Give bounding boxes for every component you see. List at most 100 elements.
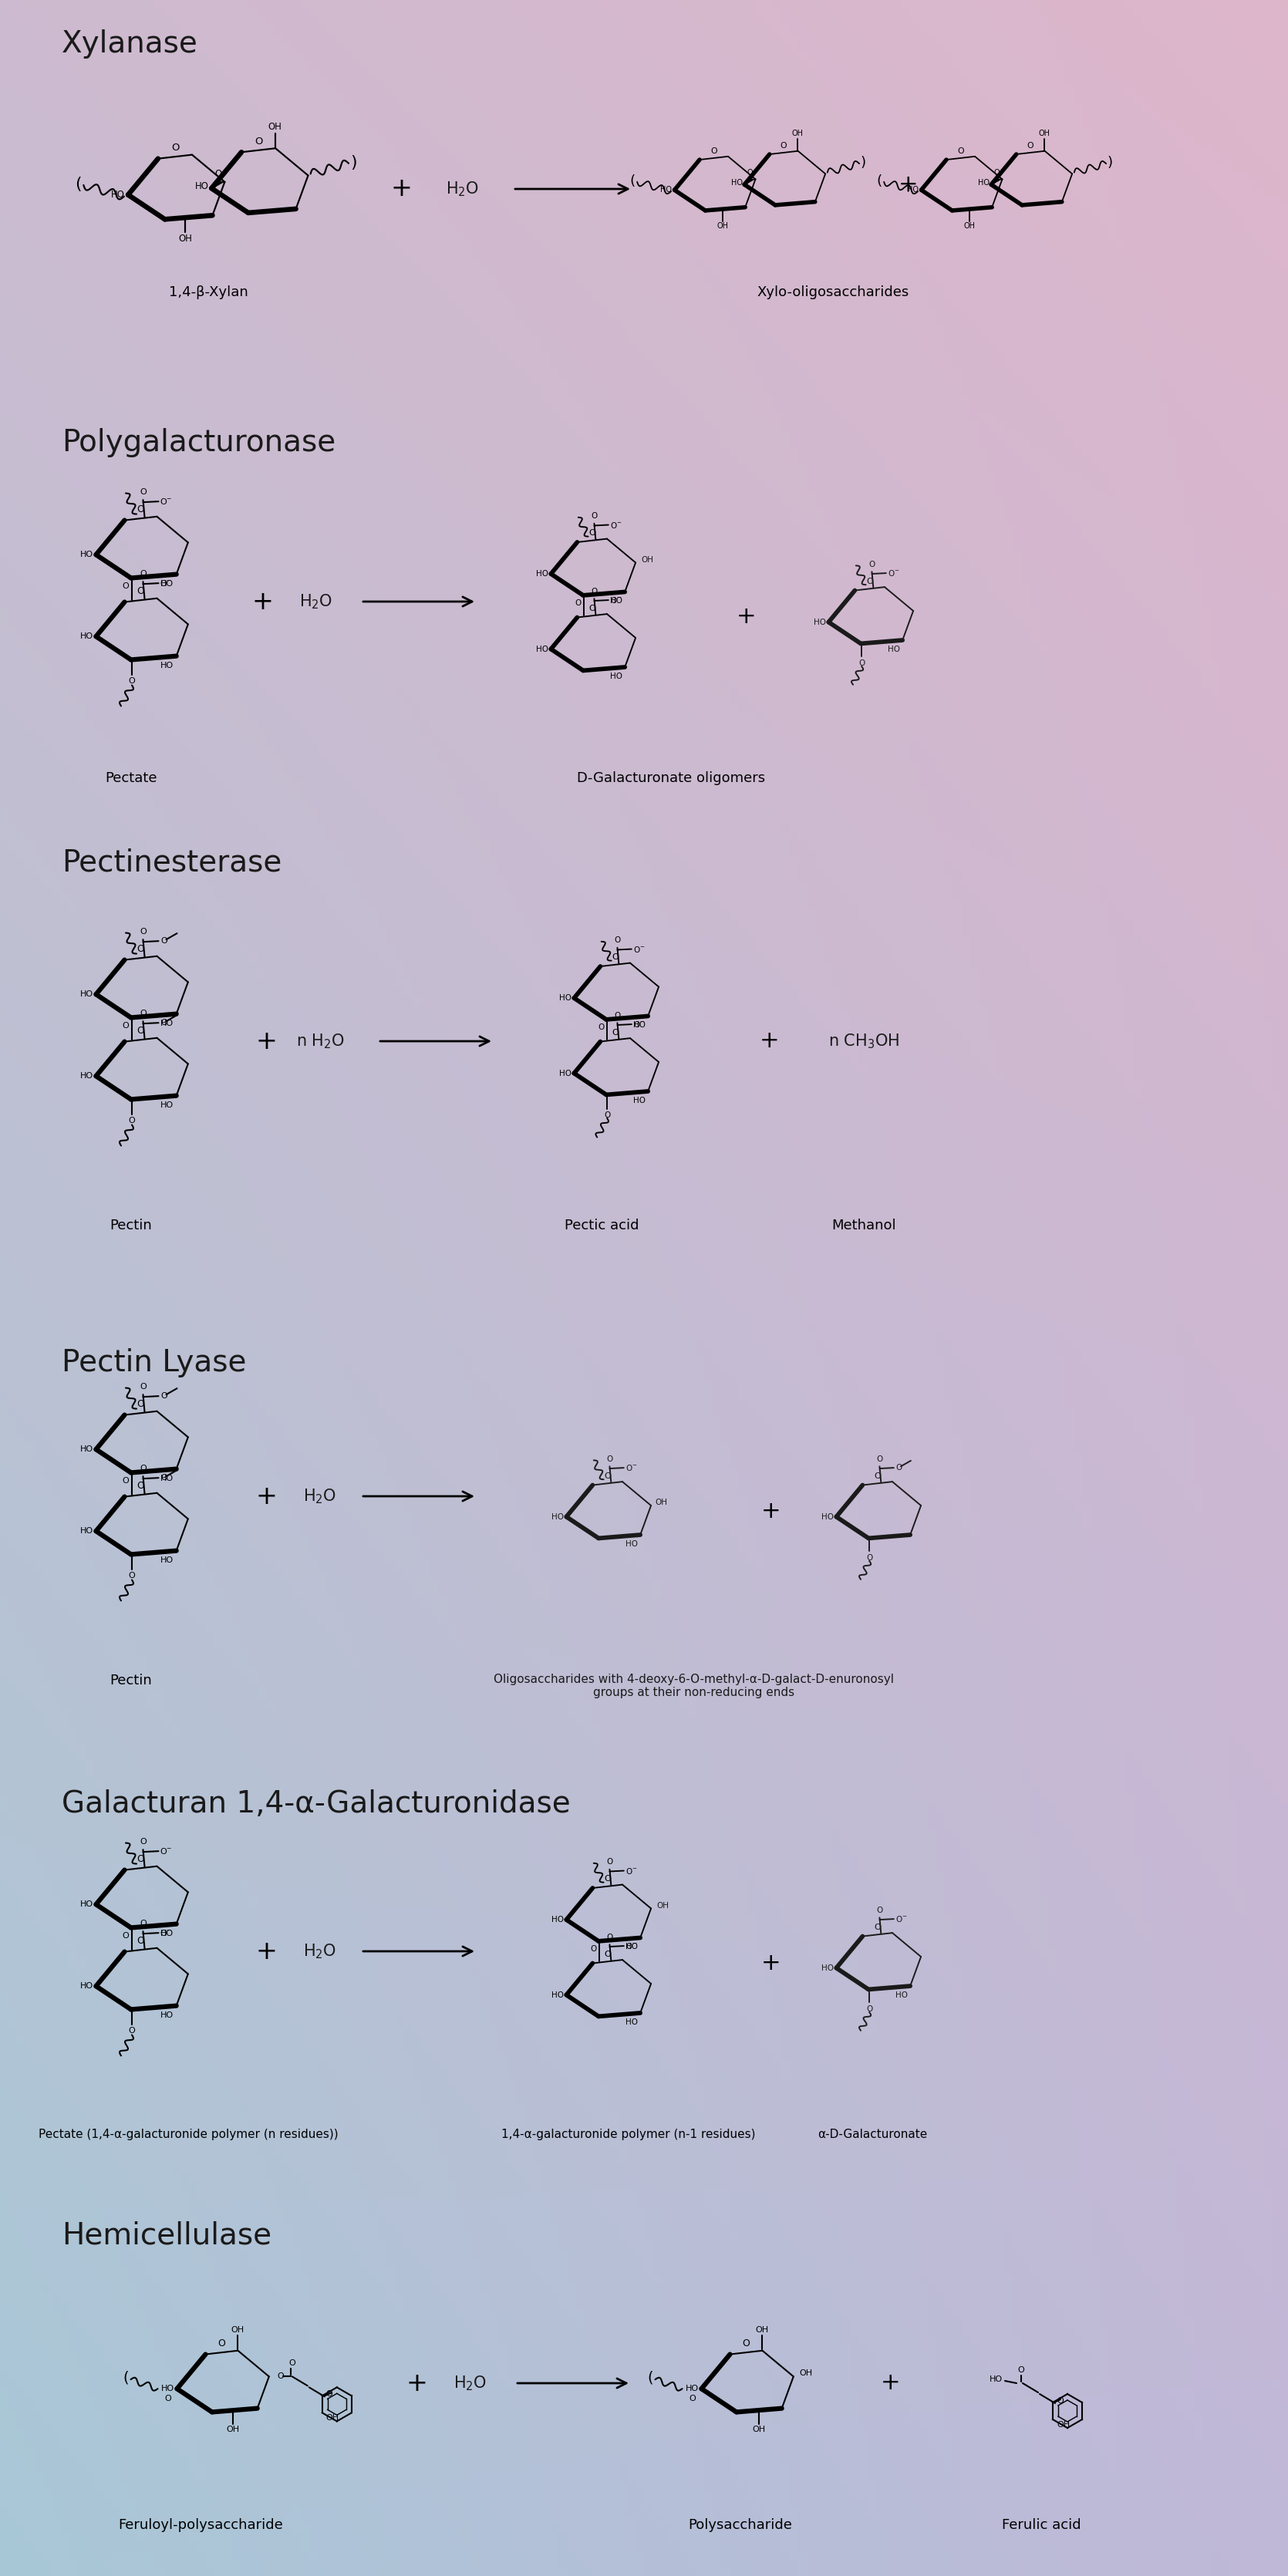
Text: (: ( bbox=[647, 2370, 653, 2385]
Text: O: O bbox=[957, 147, 963, 155]
Text: O: O bbox=[994, 170, 999, 178]
Text: O: O bbox=[122, 582, 129, 590]
Text: D-Galacturonate oligomers: D-Galacturonate oligomers bbox=[577, 770, 765, 786]
Text: H$_2$O: H$_2$O bbox=[453, 2375, 487, 2393]
Text: O: O bbox=[122, 1023, 129, 1030]
Text: O: O bbox=[1028, 142, 1034, 149]
Text: HO: HO bbox=[661, 185, 672, 193]
Text: HO: HO bbox=[626, 2017, 638, 2025]
Text: HO: HO bbox=[559, 1069, 572, 1077]
Text: O: O bbox=[165, 2396, 171, 2403]
Text: O: O bbox=[868, 562, 875, 569]
Text: O: O bbox=[137, 1481, 144, 1492]
Text: Pectate (1,4-α-galacturonide polymer (n residues)): Pectate (1,4-α-galacturonide polymer (n … bbox=[39, 2128, 339, 2141]
Text: HO: HO bbox=[161, 1556, 174, 1564]
Text: O: O bbox=[171, 142, 179, 152]
Text: O: O bbox=[277, 2372, 285, 2380]
Text: OH: OH bbox=[657, 1901, 668, 1909]
Text: HO: HO bbox=[559, 994, 572, 1002]
Text: O: O bbox=[326, 2391, 332, 2398]
Text: H$_2$O: H$_2$O bbox=[304, 1942, 336, 1960]
Text: HO: HO bbox=[536, 644, 549, 652]
Text: Pectin: Pectin bbox=[109, 1218, 152, 1231]
Text: OH: OH bbox=[641, 556, 653, 564]
Text: α-D-Galacturonate: α-D-Galacturonate bbox=[818, 2128, 927, 2141]
Text: O: O bbox=[574, 600, 581, 608]
Text: O: O bbox=[589, 528, 595, 536]
Text: O: O bbox=[139, 569, 147, 577]
Text: HO: HO bbox=[161, 2012, 174, 2020]
Text: HO: HO bbox=[196, 180, 209, 191]
Text: O: O bbox=[289, 2360, 295, 2367]
Text: HO: HO bbox=[161, 1103, 174, 1110]
Text: Polysaccharide: Polysaccharide bbox=[688, 2519, 792, 2532]
Text: HO: HO bbox=[80, 1528, 93, 1535]
Text: (: ( bbox=[630, 175, 635, 188]
Text: HO: HO bbox=[80, 551, 93, 559]
Text: Oligosaccharides with 4-deoxy-6-O-methyl-α-D-galact-D-enuronosyl
groups at their: Oligosaccharides with 4-deoxy-6-O-methyl… bbox=[495, 1674, 894, 1698]
Text: O: O bbox=[598, 1023, 604, 1030]
Text: ): ) bbox=[350, 155, 357, 170]
Text: OH: OH bbox=[752, 2427, 766, 2434]
Text: O$^{-}$: O$^{-}$ bbox=[887, 569, 899, 577]
Text: O: O bbox=[876, 1455, 882, 1463]
Text: OH: OH bbox=[1056, 2421, 1070, 2429]
Text: +: + bbox=[881, 2372, 900, 2393]
Text: O: O bbox=[612, 953, 618, 961]
Text: OH: OH bbox=[963, 222, 975, 229]
Text: HO: HO bbox=[989, 2375, 1002, 2383]
Text: +: + bbox=[251, 590, 273, 613]
Text: O: O bbox=[122, 1932, 129, 1940]
Text: HO: HO bbox=[611, 598, 622, 605]
Text: O$^{-}$: O$^{-}$ bbox=[632, 1020, 645, 1028]
Text: O: O bbox=[866, 2004, 872, 2012]
Text: O$^{-}$: O$^{-}$ bbox=[632, 945, 645, 953]
Text: +: + bbox=[737, 605, 756, 629]
Text: Pectin Lyase: Pectin Lyase bbox=[62, 1347, 246, 1378]
Text: O$^{-}$: O$^{-}$ bbox=[160, 497, 173, 505]
Text: (: ( bbox=[122, 2370, 129, 2385]
Text: O$^{-}$: O$^{-}$ bbox=[625, 1942, 638, 1950]
Text: O: O bbox=[875, 1924, 881, 1932]
Text: O: O bbox=[781, 142, 787, 149]
Text: O: O bbox=[589, 605, 595, 613]
Text: HO: HO bbox=[161, 1020, 174, 1028]
Text: O: O bbox=[604, 1875, 611, 1883]
Text: HO: HO bbox=[887, 647, 900, 654]
Text: O: O bbox=[1056, 2398, 1064, 2406]
Text: HO: HO bbox=[822, 1512, 833, 1520]
Text: +: + bbox=[899, 175, 918, 196]
Text: Polygalacturonase: Polygalacturonase bbox=[62, 428, 336, 459]
Text: HO: HO bbox=[161, 1473, 174, 1481]
Text: O: O bbox=[215, 167, 222, 178]
Text: O: O bbox=[137, 1855, 144, 1865]
Text: HO: HO bbox=[907, 185, 918, 193]
Text: O: O bbox=[137, 505, 144, 515]
Text: OH: OH bbox=[716, 222, 728, 229]
Text: HO: HO bbox=[80, 1984, 93, 1991]
Text: O: O bbox=[137, 587, 144, 595]
Text: O: O bbox=[858, 659, 864, 667]
Text: +: + bbox=[255, 1484, 277, 1510]
Text: Xylo-oligosaccharides: Xylo-oligosaccharides bbox=[757, 286, 909, 299]
Text: Pectate: Pectate bbox=[106, 770, 157, 786]
Text: O: O bbox=[139, 1839, 147, 1847]
Text: O: O bbox=[161, 1473, 167, 1481]
Text: HO: HO bbox=[895, 1991, 908, 1999]
Text: O: O bbox=[139, 927, 147, 935]
Text: O: O bbox=[218, 2339, 225, 2349]
Text: O: O bbox=[129, 677, 135, 685]
Text: O: O bbox=[591, 587, 598, 595]
Text: 1,4-α-galacturonide polymer (n-1 residues): 1,4-α-galacturonide polymer (n-1 residue… bbox=[501, 2128, 756, 2141]
Text: +: + bbox=[255, 1940, 277, 1963]
Text: O$^{-}$: O$^{-}$ bbox=[160, 1929, 173, 1937]
Text: O: O bbox=[590, 1945, 596, 1953]
Text: O: O bbox=[607, 1932, 613, 1940]
Text: Pectin: Pectin bbox=[109, 1674, 152, 1687]
Text: O$^{-}$: O$^{-}$ bbox=[625, 1865, 638, 1875]
Text: HO: HO bbox=[536, 569, 549, 577]
Text: O: O bbox=[607, 1455, 613, 1463]
Text: O: O bbox=[137, 1937, 144, 1945]
Text: HO: HO bbox=[551, 1512, 564, 1520]
Text: O: O bbox=[137, 1399, 144, 1409]
